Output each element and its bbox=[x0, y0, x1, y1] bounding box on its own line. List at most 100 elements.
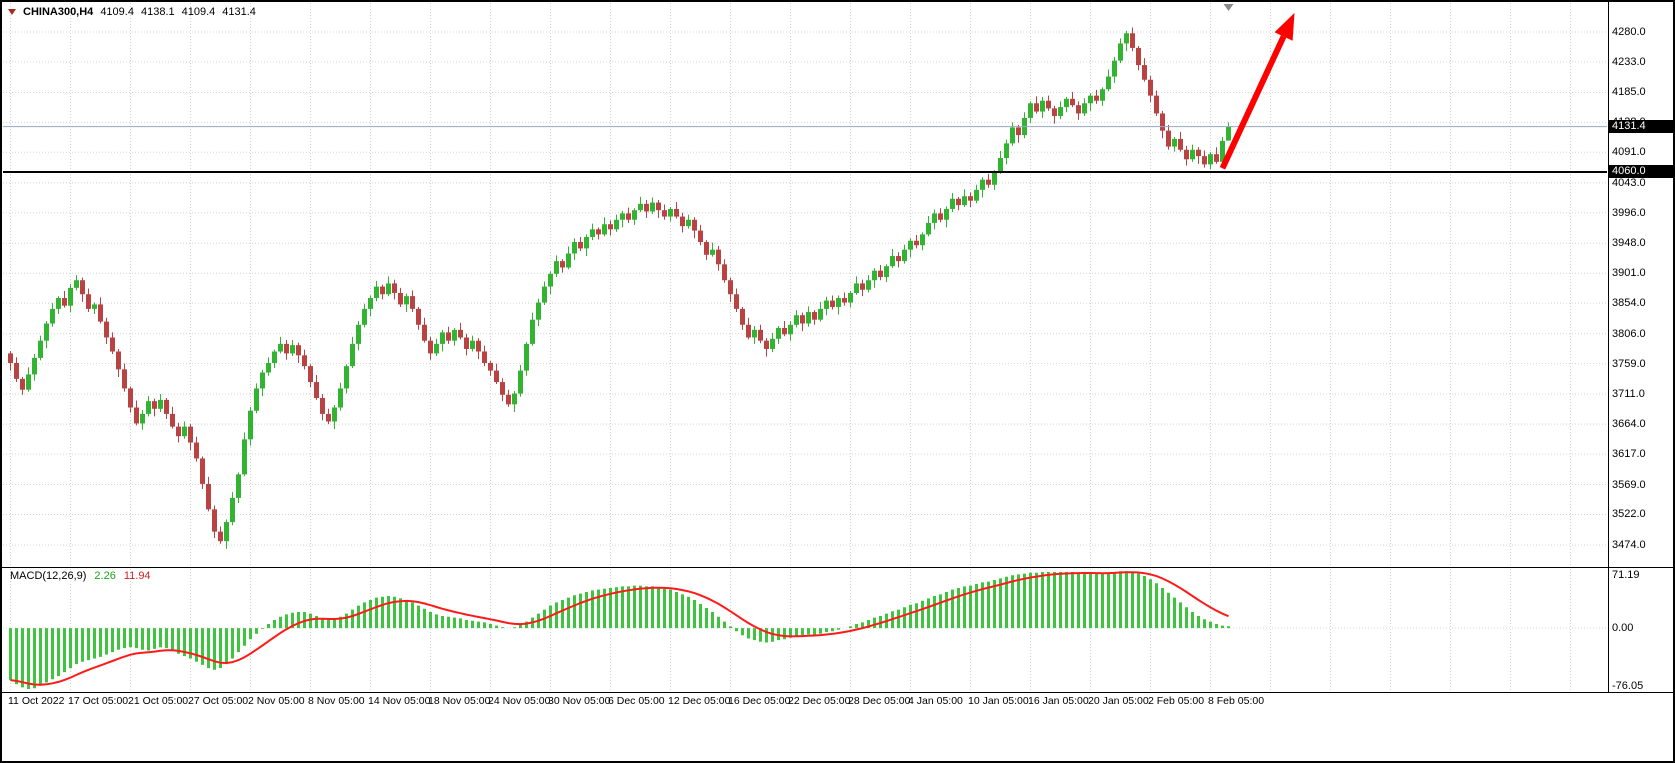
candle-body bbox=[362, 308, 367, 325]
candle-body bbox=[188, 426, 193, 443]
time-axis-label: 17 Oct 05:00 bbox=[68, 695, 129, 707]
candle-body bbox=[368, 298, 373, 309]
price-axis-label: 3522.0 bbox=[1612, 508, 1646, 520]
candle-body bbox=[38, 340, 43, 358]
candle-body bbox=[272, 351, 277, 363]
candle-body bbox=[194, 442, 199, 459]
candle-body bbox=[920, 234, 925, 246]
candle-body bbox=[878, 270, 883, 278]
candle-body bbox=[746, 324, 751, 338]
candle-body bbox=[1220, 140, 1225, 162]
time-axis-label: 16 Dec 05:00 bbox=[728, 695, 791, 707]
candle-body bbox=[722, 264, 727, 281]
candle-body bbox=[494, 370, 499, 383]
candle-body bbox=[1214, 154, 1219, 162]
candle-body bbox=[782, 327, 787, 335]
macd-axis-max: 71.19 bbox=[1612, 569, 1640, 581]
time-axis-label: 20 Jan 05:00 bbox=[1088, 695, 1149, 707]
candle-body bbox=[488, 362, 493, 371]
candle-body bbox=[1106, 76, 1111, 90]
candle-body bbox=[254, 388, 259, 411]
candle-body bbox=[854, 283, 859, 293]
time-axis-label: 27 Oct 05:00 bbox=[188, 695, 249, 707]
candle-body bbox=[386, 283, 391, 295]
candle-body bbox=[512, 393, 517, 405]
time-axis-label: 16 Jan 05:00 bbox=[1028, 695, 1089, 707]
candle-body bbox=[1034, 103, 1039, 112]
candle-body bbox=[1052, 108, 1057, 117]
candle-body bbox=[344, 366, 349, 389]
candle-body bbox=[758, 329, 763, 341]
candle-body bbox=[710, 249, 715, 255]
candle-body bbox=[674, 208, 679, 217]
candle-body bbox=[356, 324, 361, 344]
candle-body bbox=[116, 351, 121, 370]
candle-body bbox=[860, 283, 865, 290]
candle-body bbox=[206, 483, 211, 510]
price-axis-label: 3759.0 bbox=[1612, 358, 1646, 370]
time-axis-label: 18 Nov 05:00 bbox=[428, 695, 491, 707]
candle-body bbox=[734, 294, 739, 309]
candle-body bbox=[1004, 143, 1009, 159]
candle-body bbox=[962, 196, 967, 206]
trend-arrow-head[interactable] bbox=[1274, 12, 1295, 41]
macd-name: MACD(12,26,9) bbox=[10, 570, 87, 582]
candle-body bbox=[932, 213, 937, 223]
dropdown-triangle-icon[interactable] bbox=[8, 9, 16, 15]
price-axis-label: 4091.0 bbox=[1612, 146, 1646, 158]
time-axis-label: 6 Dec 05:00 bbox=[608, 695, 665, 707]
candle-body bbox=[458, 329, 463, 338]
macd-indicator-label: MACD(12,26,9) 2.26 11.94 bbox=[10, 570, 151, 582]
candle-body bbox=[452, 329, 457, 341]
candle-body bbox=[812, 312, 817, 320]
candle-body bbox=[704, 242, 709, 255]
candle-body bbox=[848, 292, 853, 303]
candle-body bbox=[296, 345, 301, 356]
candle-body bbox=[1070, 98, 1075, 106]
candle-body bbox=[632, 210, 637, 220]
candle-body bbox=[698, 230, 703, 243]
candle-body bbox=[284, 343, 289, 354]
candle-body bbox=[1172, 138, 1177, 147]
candle-body bbox=[242, 439, 247, 475]
candle-body bbox=[422, 324, 427, 341]
candle-body bbox=[128, 388, 133, 408]
candle-body bbox=[596, 229, 601, 235]
candle-body bbox=[584, 236, 589, 249]
time-axis-label: 11 Oct 2022 bbox=[8, 695, 65, 707]
candle-body bbox=[1130, 33, 1135, 48]
candle-body bbox=[548, 273, 553, 287]
ohlc-high: 4138.1 bbox=[140, 6, 175, 18]
candle-body bbox=[416, 308, 421, 325]
candle-body bbox=[326, 413, 331, 422]
candle-body bbox=[1208, 154, 1213, 165]
time-axis-label: 8 Nov 05:00 bbox=[308, 695, 365, 707]
candle-body bbox=[158, 399, 163, 409]
candle-body bbox=[884, 266, 889, 278]
candle-body bbox=[974, 189, 979, 201]
candle-body bbox=[980, 179, 985, 190]
time-axis-label: 8 Feb 05:00 bbox=[1208, 695, 1265, 707]
candle-body bbox=[278, 343, 283, 352]
candle-body bbox=[950, 198, 955, 209]
candle-body bbox=[728, 280, 733, 295]
candle-body bbox=[956, 198, 961, 206]
candle-body bbox=[542, 286, 547, 303]
candle-body bbox=[1010, 127, 1015, 144]
price-axis-label: 3569.0 bbox=[1612, 479, 1646, 491]
price-axis-label: 3617.0 bbox=[1612, 448, 1646, 460]
candle-body bbox=[872, 270, 877, 281]
time-axis-label: 2 Nov 05:00 bbox=[248, 695, 305, 707]
candle-body bbox=[1136, 47, 1141, 66]
time-axis-label: 21 Oct 05:00 bbox=[128, 695, 189, 707]
trend-arrow-shaft[interactable] bbox=[1219, 35, 1287, 170]
candle-body bbox=[836, 298, 841, 307]
candle-body bbox=[1064, 98, 1069, 108]
candle-body bbox=[236, 474, 241, 498]
candle-body bbox=[1196, 149, 1201, 157]
time-axis-label: 14 Nov 05:00 bbox=[368, 695, 431, 707]
candle-body bbox=[788, 324, 793, 335]
symbol-header: CHINA300,H4 4109.4 4138.1 4109.4 4131.4 bbox=[8, 6, 256, 18]
candle-body bbox=[560, 261, 565, 268]
